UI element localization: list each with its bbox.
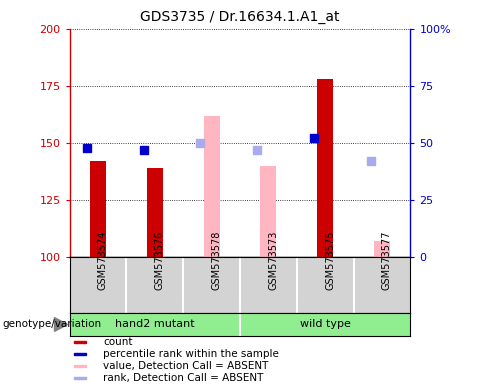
Text: hand2 mutant: hand2 mutant xyxy=(115,319,194,329)
Bar xyxy=(374,241,390,257)
Text: GSM573573: GSM573573 xyxy=(268,230,278,290)
Text: GSM573577: GSM573577 xyxy=(382,230,392,290)
Text: wild type: wild type xyxy=(300,319,350,329)
Text: value, Detection Call = ABSENT: value, Detection Call = ABSENT xyxy=(103,361,269,371)
Text: count: count xyxy=(103,337,132,347)
Text: GSM573575: GSM573575 xyxy=(325,230,335,290)
Text: GSM573574: GSM573574 xyxy=(98,230,108,290)
Bar xyxy=(317,79,333,257)
Text: GSM573576: GSM573576 xyxy=(155,230,165,290)
Bar xyxy=(74,353,86,356)
Bar xyxy=(147,168,163,257)
Text: GDS3735 / Dr.16634.1.A1_at: GDS3735 / Dr.16634.1.A1_at xyxy=(140,10,340,23)
Polygon shape xyxy=(54,318,67,331)
Bar xyxy=(261,166,276,257)
Text: rank, Detection Call = ABSENT: rank, Detection Call = ABSENT xyxy=(103,373,264,383)
Bar xyxy=(74,364,86,367)
Bar xyxy=(74,377,86,379)
Bar xyxy=(204,116,219,257)
Text: genotype/variation: genotype/variation xyxy=(2,319,102,329)
Text: percentile rank within the sample: percentile rank within the sample xyxy=(103,349,279,359)
Text: GSM573578: GSM573578 xyxy=(212,230,222,290)
Bar xyxy=(74,341,86,343)
Bar xyxy=(90,161,106,257)
